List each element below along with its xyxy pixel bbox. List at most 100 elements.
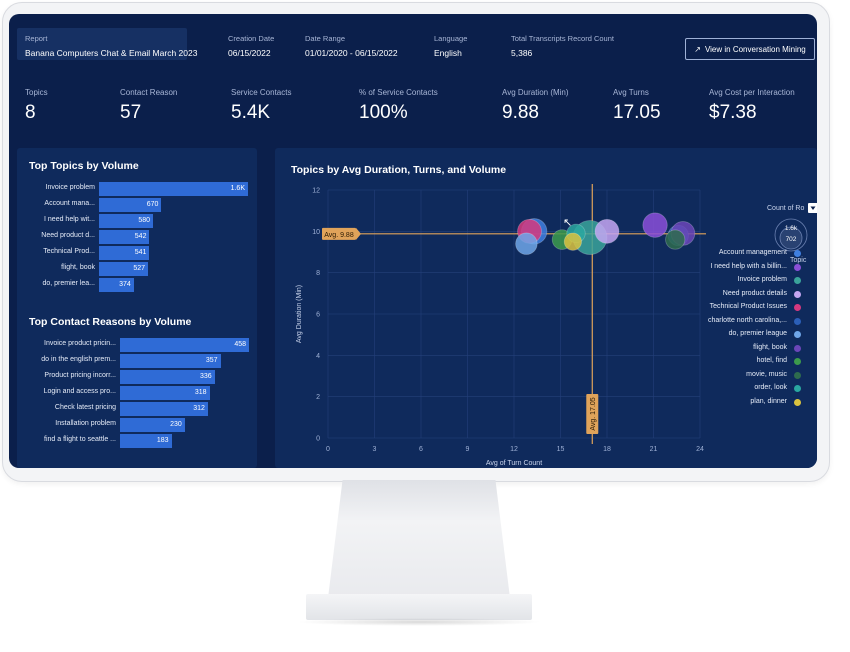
date-range: Date Range 01/01/2020 - 06/15/2022 — [305, 34, 398, 58]
bar[interactable]: 312 — [120, 402, 208, 416]
bar-value: 357 — [205, 357, 218, 364]
bar[interactable]: 357 — [120, 354, 221, 368]
bar-row[interactable]: Login and access pro... 318 — [17, 386, 257, 400]
kpi-avg-turns: Avg Turns 17.05 — [613, 88, 661, 124]
kpi-label: Avg Cost per Interaction — [709, 88, 795, 97]
report-value: Banana Computers Chat & Email March 2023 — [25, 48, 198, 58]
bar-label: Product pricing incorr... — [44, 372, 116, 379]
top-volume-panel: Top Topics by Volume Invoice problem 1.6K… — [17, 148, 257, 468]
bar-row[interactable]: Technical Prod... 541 — [17, 246, 257, 260]
view-button-label: View in Conversation Mining — [704, 44, 806, 54]
legend-item[interactable]: hotel, find — [685, 356, 805, 368]
bar[interactable]: 374 — [99, 278, 134, 292]
x-tick-label: 12 — [510, 446, 518, 453]
language: Language English — [434, 34, 467, 58]
bar-value: 374 — [119, 281, 131, 288]
bar[interactable]: 541 — [99, 246, 150, 260]
report-label: Report — [25, 34, 48, 43]
kpi-label: Avg Turns — [613, 88, 649, 97]
legend-item[interactable]: Technical Product Issues — [685, 302, 805, 314]
bar[interactable]: 542 — [99, 230, 150, 244]
legend-item[interactable]: Invoice problem — [685, 275, 805, 287]
legend-item[interactable]: charlotte north carolina,... — [685, 316, 805, 328]
bar-row[interactable]: Invoice problem 1.6K — [17, 182, 257, 196]
chevron-down-icon — [810, 206, 816, 210]
bar-value: 458 — [234, 341, 246, 348]
legend-item[interactable]: I need help with a billin... — [685, 262, 805, 274]
bar-label: Login and access pro... — [43, 388, 116, 395]
legend-item[interactable]: plan, dinner — [685, 397, 805, 409]
legend-item[interactable]: movie, music — [685, 370, 805, 382]
legend-swatch — [794, 371, 801, 379]
legend-swatch — [794, 344, 801, 352]
bar[interactable]: 318 — [120, 386, 210, 400]
bar-label: Check latest pricing — [54, 404, 116, 411]
bubble-4[interactable] — [594, 218, 620, 244]
bar-row[interactable]: Installation problem 230 — [17, 418, 257, 432]
y-tick-label: 8 — [316, 270, 320, 277]
scatter-title: Topics by Avg Duration, Turns, and Volum… — [291, 164, 507, 176]
bar-row[interactable]: Account mana... 670 — [17, 198, 257, 212]
legend-label: flight, book — [753, 343, 787, 351]
bar-row[interactable]: find a flight to seattle ... 183 — [17, 434, 257, 448]
bar[interactable]: 1.6K — [99, 182, 248, 196]
stand-shadow — [296, 618, 542, 626]
legend-item[interactable]: order, look — [685, 383, 805, 395]
bar-value: 336 — [199, 373, 212, 380]
report-selector[interactable]: Report Banana Computers Chat & Email Mar… — [17, 28, 198, 60]
bubble-2[interactable] — [642, 212, 668, 238]
legend-label: charlotte north carolina,... — [708, 316, 787, 324]
legend-item[interactable]: Account management — [685, 248, 805, 260]
kpi-label: Contact Reason — [120, 88, 178, 97]
x-tick-label: 24 — [696, 446, 704, 453]
legend-swatch — [794, 304, 801, 311]
view-in-conversation-mining-button[interactable]: ↗ View in Conversation Mining — [685, 38, 815, 60]
bar[interactable]: 336 — [120, 370, 215, 384]
bar-row[interactable]: do, premier lea... 374 — [17, 278, 257, 292]
top-reasons-title: Top Contact Reasons by Volume — [29, 316, 192, 328]
monitor-stand-base — [306, 594, 532, 620]
bar-label: Technical Prod... — [43, 248, 95, 255]
legend-swatch — [794, 385, 801, 392]
bar[interactable]: 230 — [120, 418, 185, 432]
bar-row[interactable]: do in the english prem... 357 — [17, 354, 257, 368]
bar-row[interactable]: flight, book 527 — [17, 262, 257, 276]
bar-row[interactable]: Check latest pricing 312 — [17, 402, 257, 416]
bar-label: Installation problem — [55, 420, 116, 427]
bar-label: do, premier lea... — [42, 280, 95, 287]
avg-turns-label: Avg. 17.05 — [590, 397, 597, 430]
legend-label: plan, dinner — [750, 397, 787, 405]
x-tick-label: 18 — [603, 446, 611, 453]
y-axis-label: Avg Duration (Min) — [296, 285, 303, 343]
bar-row[interactable]: I need help wit... 580 — [17, 214, 257, 228]
bubble-7[interactable] — [515, 232, 538, 255]
bar[interactable]: 580 — [99, 214, 153, 228]
mouse-cursor-icon: ↖ — [563, 217, 573, 229]
size-legend-value: 702 — [786, 236, 797, 243]
bar-row[interactable]: Product pricing incorr... 336 — [17, 370, 257, 384]
bar[interactable]: 670 — [99, 198, 162, 212]
kpi-value: 8 — [25, 102, 36, 123]
kpi-avg-cost: Avg Cost per Interaction $7.38 — [709, 88, 795, 124]
bar[interactable]: 527 — [99, 262, 149, 276]
legend-item[interactable]: Need product details — [685, 289, 805, 301]
bar[interactable]: 458 — [120, 338, 249, 352]
bubble-12[interactable] — [563, 232, 582, 251]
bar-row[interactable]: Invoice product pricin... 458 — [17, 338, 257, 352]
creation-date: Creation Date 06/15/2022 — [228, 34, 274, 58]
date-range-label: Date Range — [305, 34, 346, 43]
bubble-10[interactable] — [665, 229, 686, 250]
bar-value: 318 — [194, 389, 207, 396]
legend-label: Technical Product Issues — [709, 303, 787, 310]
kpi-service-contacts: Service Contacts 5.4K — [231, 88, 291, 124]
legend-item[interactable]: flight, book — [685, 343, 805, 355]
bar-value: 527 — [133, 265, 146, 272]
bar-label: find a flight to seattle ... — [44, 436, 116, 443]
language-value: English — [434, 48, 462, 58]
bar[interactable]: 183 — [120, 434, 172, 448]
legend-item[interactable]: do, premier league — [685, 329, 805, 341]
size-legend-inner — [779, 226, 803, 250]
bar-row[interactable]: Need product d... 542 — [17, 230, 257, 244]
creation-date-label: Creation Date — [228, 34, 275, 43]
